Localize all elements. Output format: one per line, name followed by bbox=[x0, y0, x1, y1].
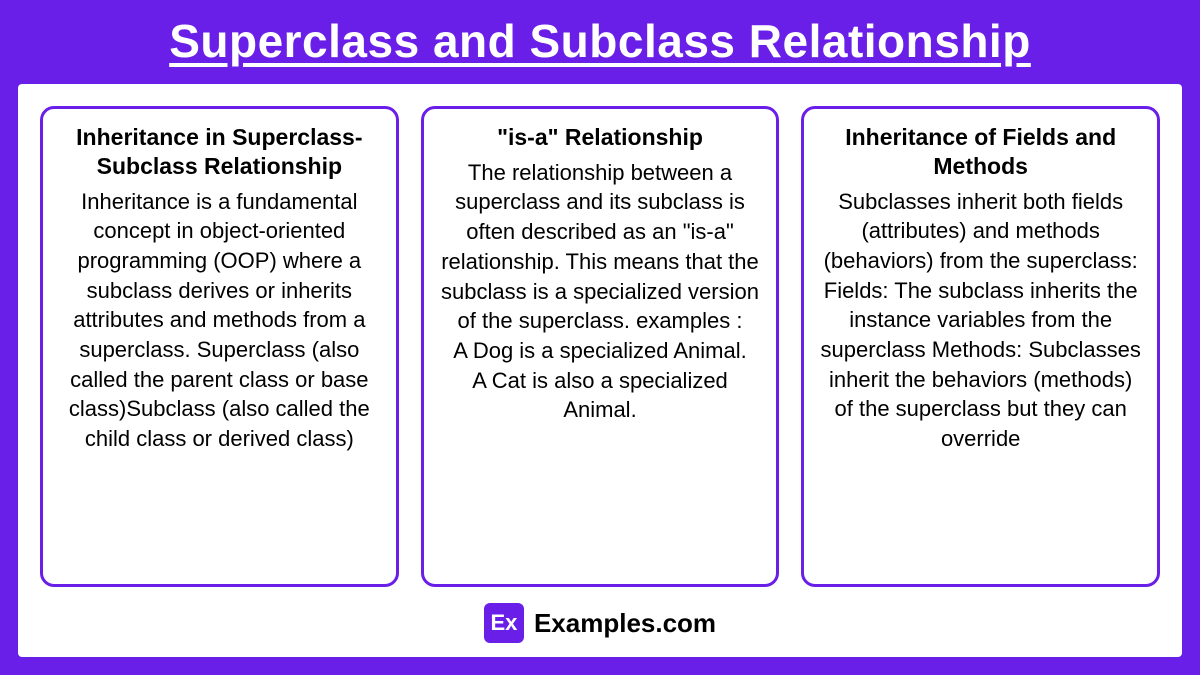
card-title: "is-a" Relationship bbox=[440, 123, 761, 152]
content-panel: Inheritance in Superclass-Subclass Relat… bbox=[18, 84, 1182, 657]
card-title: Inheritance of Fields and Methods bbox=[820, 123, 1141, 181]
page-title: Superclass and Subclass Relationship bbox=[18, 0, 1182, 84]
logo-text: Ex bbox=[490, 610, 517, 636]
card-row: Inheritance in Superclass-Subclass Relat… bbox=[40, 106, 1160, 587]
card-inheritance: Inheritance in Superclass-Subclass Relat… bbox=[40, 106, 399, 587]
brand-label: Examples.com bbox=[534, 608, 716, 639]
outer-frame: Superclass and Subclass Relationship Inh… bbox=[0, 0, 1200, 675]
footer: Ex Examples.com bbox=[40, 587, 1160, 643]
card-body: Subclasses inherit both fields (attribut… bbox=[820, 187, 1141, 454]
card-title: Inheritance in Superclass-Subclass Relat… bbox=[59, 123, 380, 181]
card-fields-methods: Inheritance of Fields and Methods Subcla… bbox=[801, 106, 1160, 587]
card-is-a: "is-a" Relationship The relationship bet… bbox=[421, 106, 780, 587]
logo-icon: Ex bbox=[484, 603, 524, 643]
card-body: The relationship between a superclass an… bbox=[440, 158, 761, 425]
card-body: Inheritance is a fundamental concept in … bbox=[59, 187, 380, 454]
